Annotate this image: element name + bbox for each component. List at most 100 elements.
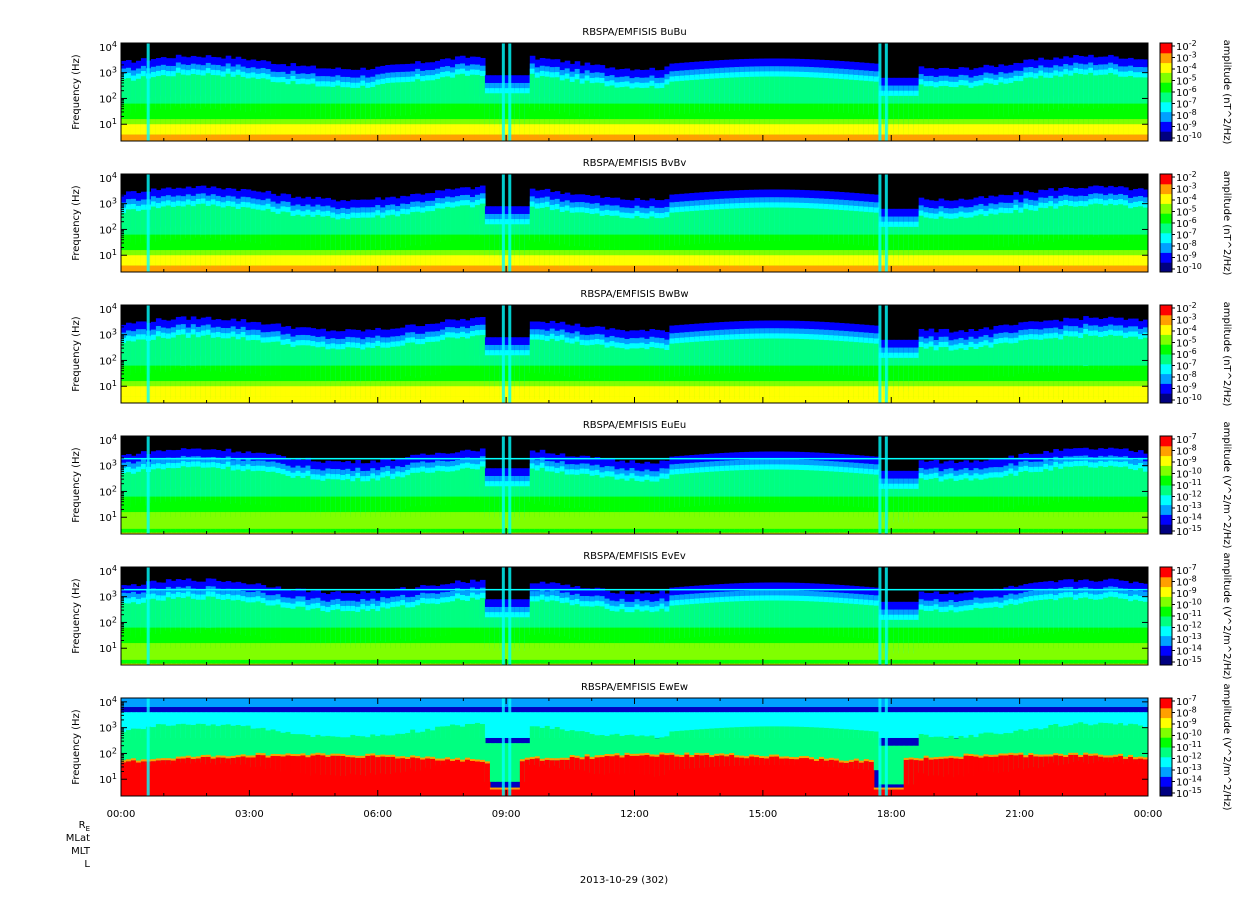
x-tick-label: 21:00 xyxy=(1005,809,1034,820)
panel-5: RBSPA/EMFISIS EvEv 101 102 103 104 Frequency … xyxy=(71,551,1232,680)
y-tick-label: 104 xyxy=(99,40,117,54)
colorbar-label: amplitude (V^2/m^2/Hz) xyxy=(1221,552,1232,679)
colorbar-tick-label: 10-4 xyxy=(1176,193,1197,207)
spectrogram-2 xyxy=(121,174,1148,272)
colorbar-tick-label: 10-5 xyxy=(1176,336,1197,350)
panel-4: RBSPA/EMFISIS EuEu 101 102 103 104 Frequency … xyxy=(71,420,1232,549)
colorbar-tick-label: 10-12 xyxy=(1176,752,1202,766)
colorbar-tick-label: 10-3 xyxy=(1176,51,1197,65)
y-tick-label: 103 xyxy=(99,590,117,604)
y-tick-label: 102 xyxy=(99,91,117,105)
colorbar-label: amplitude (nT^2/Hz) xyxy=(1221,171,1232,276)
colorbar-tick-label: 10-3 xyxy=(1176,182,1197,196)
x-tick-label: 06:00 xyxy=(363,809,392,820)
y-axis-label: Frequency (Hz) xyxy=(71,709,82,785)
colorbar-label: amplitude (nT^2/Hz) xyxy=(1221,40,1232,145)
y-tick-label: 101 xyxy=(99,510,117,524)
colorbar-tick-label: 10-5 xyxy=(1176,205,1197,219)
colorbar-tick-label: 10-10 xyxy=(1176,467,1202,481)
colorbar-tick-label: 10-10 xyxy=(1176,262,1202,276)
y-tick-label: 101 xyxy=(99,641,117,655)
spectrogram-5 xyxy=(121,567,1148,665)
colorbar-tick-label: 10-8 xyxy=(1176,370,1197,384)
colorbar-tick-label: 10-13 xyxy=(1176,763,1202,777)
y-axis-label: Frequency (Hz) xyxy=(71,54,82,130)
y-tick-label: 102 xyxy=(99,484,117,498)
y-tick-label: 101 xyxy=(99,248,117,262)
panel-title: RBSPA/EMFISIS BuBu xyxy=(582,27,686,38)
y-tick-label: 101 xyxy=(99,772,117,786)
colorbar-tick-label: 10-7 xyxy=(1176,97,1197,111)
panel-1: RBSPA/EMFISIS BuBu 101 102 103 104 Frequency … xyxy=(71,27,1232,145)
panel-6: RBSPA/EMFISIS EwEw 101 102 103 104 Frequency … xyxy=(71,682,1232,811)
colorbar-tick-label: 10-8 xyxy=(1176,444,1197,458)
colorbar-tick-label: 10-10 xyxy=(1176,393,1202,407)
colorbar-2: 10-210-310-410-510-610-710-810-910-10 amp… xyxy=(1159,170,1232,276)
colorbar-tick-label: 10-6 xyxy=(1176,216,1197,230)
colorbar-tick-label: 10-13 xyxy=(1176,632,1202,646)
y-tick-label: 103 xyxy=(99,328,117,342)
x-tick-label: 03:00 xyxy=(235,809,264,820)
y-axis-label: Frequency (Hz) xyxy=(71,578,82,654)
colorbar-tick-label: 10-15 xyxy=(1176,524,1202,538)
row-label-mlt: MLT xyxy=(71,846,90,857)
x-tick-label: 09:00 xyxy=(492,809,521,820)
colorbar-tick-label: 10-12 xyxy=(1176,621,1202,635)
colorbar-tick-label: 10-15 xyxy=(1176,786,1202,800)
colorbar-tick-label: 10-7 xyxy=(1176,563,1197,577)
y-tick-label: 101 xyxy=(99,379,117,393)
colorbar-tick-label: 10-9 xyxy=(1176,586,1197,600)
y-tick-label: 104 xyxy=(99,564,117,578)
colorbar-tick-label: 10-11 xyxy=(1176,478,1202,492)
colorbar-tick-label: 10-15 xyxy=(1176,655,1202,669)
colorbar-tick-label: 10-8 xyxy=(1176,239,1197,253)
y-tick-label: 103 xyxy=(99,721,117,735)
colorbar-tick-label: 10-14 xyxy=(1176,775,1202,789)
colorbar-tick-label: 10-5 xyxy=(1176,74,1197,88)
colorbar-1: 10-210-310-410-510-610-710-810-910-10 amp… xyxy=(1159,39,1232,145)
panel-2: RBSPA/EMFISIS BvBv 101 102 103 104 Frequency … xyxy=(71,158,1232,276)
colorbar-6: 10-710-810-910-1010-1110-1210-1310-1410-… xyxy=(1159,683,1232,811)
panel-title: RBSPA/EMFISIS EwEw xyxy=(581,682,688,693)
y-axis-label: Frequency (Hz) xyxy=(71,185,82,261)
panel-title: RBSPA/EMFISIS BwBw xyxy=(580,289,688,300)
colorbar-label: amplitude (V^2/m^2/Hz) xyxy=(1221,683,1232,810)
y-tick-label: 102 xyxy=(99,746,117,760)
colorbar-tick-label: 10-12 xyxy=(1176,490,1202,504)
spectrogram-4 xyxy=(121,436,1148,534)
y-tick-label: 103 xyxy=(99,66,117,80)
y-axis-label: Frequency (Hz) xyxy=(71,447,82,523)
colorbar-tick-label: 10-6 xyxy=(1176,347,1197,361)
colorbar-tick-label: 10-9 xyxy=(1176,455,1197,469)
x-tick-label: 12:00 xyxy=(620,809,649,820)
colorbar-tick-label: 10-6 xyxy=(1176,85,1197,99)
colorbar-tick-label: 10-2 xyxy=(1176,301,1197,315)
colorbar-tick-label: 10-7 xyxy=(1176,694,1197,708)
x-tick-label: 00:00 xyxy=(107,809,136,820)
colorbar-tick-label: 10-7 xyxy=(1176,359,1197,373)
colorbar-label: amplitude (nT^2/Hz) xyxy=(1221,302,1232,407)
colorbar-5: 10-710-810-910-1010-1110-1210-1310-1410-… xyxy=(1159,552,1232,680)
colorbar-tick-label: 10-4 xyxy=(1176,62,1197,76)
date-label: 2013-10-29 (302) xyxy=(579,875,669,886)
colorbar-tick-label: 10-10 xyxy=(1176,729,1202,743)
colorbar-3: 10-210-310-410-510-610-710-810-910-10 amp… xyxy=(1159,301,1232,407)
y-tick-label: 104 xyxy=(99,695,117,709)
colorbar-tick-label: 10-7 xyxy=(1176,228,1197,242)
y-tick-label: 104 xyxy=(99,302,117,316)
colorbar-tick-label: 10-9 xyxy=(1176,120,1197,134)
y-tick-label: 102 xyxy=(99,615,117,629)
y-tick-label: 102 xyxy=(99,222,117,236)
colorbar-tick-label: 10-7 xyxy=(1176,432,1197,446)
y-tick-label: 103 xyxy=(99,197,117,211)
y-tick-label: 101 xyxy=(99,117,117,131)
spectrogram-1 xyxy=(121,43,1148,141)
row-label-l: L xyxy=(84,859,90,870)
colorbar-tick-label: 10-2 xyxy=(1176,170,1197,184)
colorbar-tick-label: 10-10 xyxy=(1176,598,1202,612)
colorbar-tick-label: 10-4 xyxy=(1176,324,1197,338)
colorbar-4: 10-710-810-910-1010-1110-1210-1310-1410-… xyxy=(1159,421,1232,549)
colorbar-tick-label: 10-11 xyxy=(1176,740,1202,754)
